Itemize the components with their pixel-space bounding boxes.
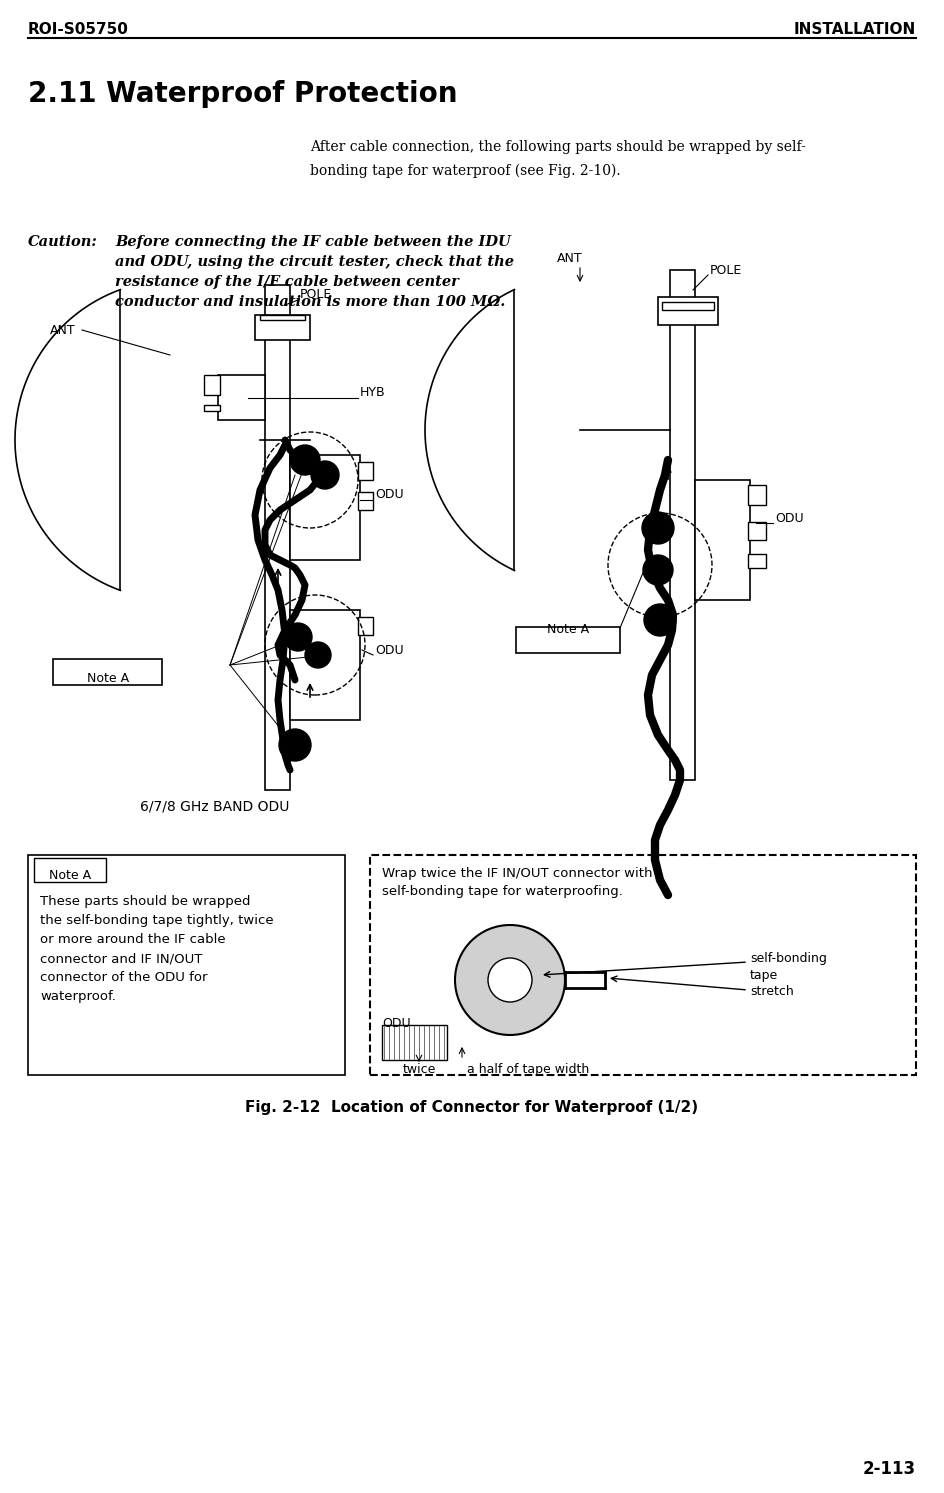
Text: INSTALLATION: INSTALLATION: [794, 22, 916, 37]
Bar: [662, 302, 714, 311]
Bar: [748, 554, 766, 567]
Circle shape: [290, 445, 320, 475]
Bar: [28, 855, 345, 1075]
Text: ODU: ODU: [375, 643, 404, 657]
Circle shape: [279, 729, 311, 761]
Text: ODU: ODU: [382, 1017, 411, 1030]
Bar: [670, 270, 695, 779]
Text: HYB: HYB: [360, 387, 386, 400]
Text: ODU: ODU: [775, 512, 803, 524]
Text: 6/7/8 GHz BAND ODU: 6/7/8 GHz BAND ODU: [141, 800, 290, 814]
Text: 2.11 Waterproof Protection: 2.11 Waterproof Protection: [28, 81, 458, 107]
FancyBboxPatch shape: [516, 627, 620, 652]
Circle shape: [488, 959, 532, 1002]
Text: ODU: ODU: [375, 488, 404, 502]
Circle shape: [643, 555, 673, 585]
Text: self-bonding
tape: self-bonding tape: [750, 953, 827, 982]
Circle shape: [311, 461, 339, 490]
Text: ROI-S05750: ROI-S05750: [28, 22, 129, 37]
Bar: [260, 315, 305, 320]
Text: twice: twice: [402, 1063, 436, 1076]
Text: These parts should be wrapped
the self-bonding tape tightly, twice
or more aroun: These parts should be wrapped the self-b…: [40, 894, 274, 1003]
Bar: [265, 285, 290, 790]
Text: ANT: ANT: [50, 324, 76, 336]
FancyBboxPatch shape: [53, 658, 162, 685]
Text: POLE: POLE: [300, 288, 332, 302]
Bar: [218, 375, 265, 420]
Bar: [358, 617, 373, 635]
Bar: [382, 1026, 447, 1060]
Text: Note A: Note A: [87, 672, 129, 685]
Bar: [748, 523, 766, 540]
Bar: [290, 455, 360, 560]
Text: POLE: POLE: [710, 263, 742, 276]
Text: ANT: ANT: [557, 251, 582, 264]
Text: Caution:: Caution:: [28, 234, 98, 249]
Text: Note A: Note A: [547, 623, 589, 636]
Circle shape: [455, 926, 565, 1035]
Bar: [290, 611, 360, 720]
Text: stretch: stretch: [750, 985, 794, 997]
Text: 2-113: 2-113: [863, 1460, 916, 1478]
Bar: [255, 315, 310, 340]
Bar: [658, 297, 718, 325]
Bar: [695, 481, 750, 600]
Text: Fig. 2-12  Location of Connector for Waterproof (1/2): Fig. 2-12 Location of Connector for Wate…: [245, 1100, 699, 1115]
Bar: [748, 485, 766, 505]
Bar: [370, 855, 916, 1075]
Bar: [204, 405, 220, 411]
Text: Before connecting the IF cable between the IDU
and ODU, using the circuit tester: Before connecting the IF cable between t…: [115, 234, 514, 309]
Text: Wrap twice the IF IN/OUT connector with
self-bonding tape for waterproofing.: Wrap twice the IF IN/OUT connector with …: [382, 867, 652, 897]
Bar: [358, 461, 373, 481]
Circle shape: [642, 512, 674, 543]
Circle shape: [284, 623, 312, 651]
Text: Note A: Note A: [49, 869, 91, 882]
Circle shape: [644, 605, 676, 636]
Bar: [204, 375, 220, 396]
Circle shape: [305, 642, 331, 667]
Text: After cable connection, the following parts should be wrapped by self-
bonding t: After cable connection, the following pa…: [310, 140, 806, 178]
Bar: [358, 493, 373, 511]
Text: a half of tape width: a half of tape width: [467, 1063, 589, 1076]
FancyBboxPatch shape: [34, 858, 106, 882]
